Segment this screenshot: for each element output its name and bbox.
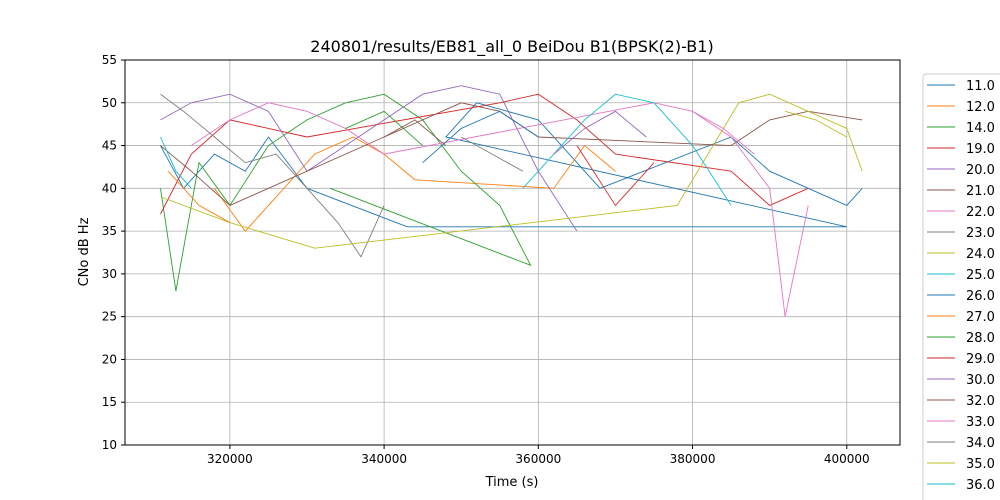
series-line-36.0	[160, 136, 192, 189]
legend-label: 24.0	[966, 247, 995, 262]
y-tick-label: 55	[102, 53, 117, 67]
series-line-27.0	[167, 170, 231, 223]
series-line-34.0	[461, 136, 524, 172]
y-tick-label: 50	[102, 96, 117, 110]
legend-label: 28.0	[966, 331, 995, 346]
series-line-25.0	[522, 93, 732, 206]
series-lines	[160, 85, 863, 317]
y-tick-label: 40	[102, 181, 117, 195]
y-tick-label: 30	[102, 267, 117, 281]
series-line-32.0	[383, 119, 447, 146]
legend-box	[922, 73, 1000, 500]
x-tick-label: 380000	[670, 452, 716, 466]
x-tick-label: 360000	[515, 452, 561, 466]
legend-label: 19.0	[966, 142, 995, 157]
legend-label: 12.0	[966, 100, 995, 115]
grid	[125, 59, 900, 446]
legend-label: 27.0	[966, 310, 995, 325]
series-line-14.0	[160, 93, 532, 292]
y-tick-label: 35	[102, 224, 117, 238]
x-tick-label: 340000	[361, 452, 407, 466]
legend-label: 34.0	[966, 436, 995, 451]
y-tick-label: 10	[102, 438, 117, 452]
x-tick-label: 400000	[824, 452, 870, 466]
legend-label: 35.0	[966, 457, 995, 472]
plot-frame	[124, 59, 901, 446]
x-tick-label: 320000	[207, 452, 253, 466]
series-line-19.0	[160, 93, 809, 215]
chart-title: 240801/results/EB81_all_0 BeiDou B1(BPSK…	[310, 37, 713, 57]
legend-label: 26.0	[966, 289, 995, 304]
series-line-12.0	[214, 136, 616, 232]
legend-label: 22.0	[966, 205, 995, 220]
series-line-21.0	[160, 102, 863, 206]
y-tick-label: 15	[102, 395, 117, 409]
legend-label: 14.0	[966, 121, 995, 136]
series-line-28.0	[345, 110, 423, 146]
series-line-35.0	[784, 110, 848, 138]
series-line-26.0	[422, 110, 539, 164]
legend-label: 29.0	[966, 352, 995, 367]
legend-label: 11.0	[966, 79, 995, 94]
legend-label: 32.0	[966, 394, 995, 409]
legend-label: 33.0	[966, 415, 995, 430]
y-tick-label: 45	[102, 139, 117, 153]
ticks: 320000 340000 360000 380000 400000 10 15 20 25 30…	[102, 53, 870, 466]
series-line-30.0	[553, 110, 647, 155]
legend-label: 21.0	[966, 184, 995, 199]
legend-label: 20.0	[966, 163, 995, 178]
series-line-23.0	[160, 93, 385, 258]
y-tick-label: 25	[102, 310, 117, 324]
series-line-29.0	[576, 145, 655, 207]
legend-label: 23.0	[966, 226, 995, 241]
legend-label: 25.0	[966, 268, 995, 283]
series-line-11.0	[160, 102, 863, 228]
y-tick-label: 20	[102, 352, 117, 366]
legend-label: 30.0	[966, 373, 995, 388]
x-axis-label: Time (s)	[485, 475, 539, 490]
y-axis-label: CNo dB Hz	[77, 217, 92, 286]
series-line-33.0	[692, 110, 755, 155]
series-line-22.0	[191, 102, 809, 317]
legend-label: 36.0	[966, 478, 995, 493]
legend: 11.0 12.0 14.0 19.0 20.0 21.0 22.0 23.0 24.0 25.0…	[922, 73, 1000, 500]
